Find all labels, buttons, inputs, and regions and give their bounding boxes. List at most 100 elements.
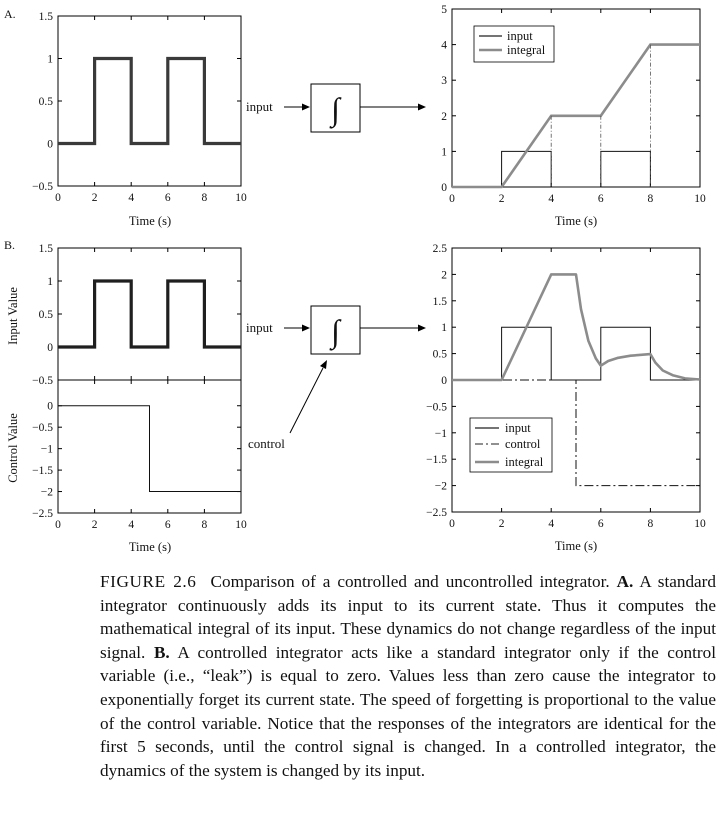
ylabel-b-input: Input Value <box>6 287 20 345</box>
block-b-out-arrowhead <box>418 324 426 332</box>
y-tick-label: 2 <box>441 111 447 123</box>
axes-b-input <box>57 247 242 381</box>
y-tick-label: −2 <box>435 481 447 493</box>
legend-b: input control integral <box>469 417 553 473</box>
caption-text-2: A standard integrator continuously adds … <box>100 572 716 662</box>
caption-bold-b: B. <box>153 642 170 662</box>
y-tick-label: −0.5 <box>426 401 447 413</box>
y-tick-label: −1 <box>435 428 447 440</box>
y-tick-label: −2.5 <box>426 507 447 519</box>
xlabel-a-output: Time (s) <box>555 214 597 228</box>
x-tick-label: 2 <box>92 519 98 531</box>
y-tick-label: 1 <box>441 146 447 158</box>
axes-b-control <box>57 379 242 514</box>
series-a-output-integral-line <box>452 43 700 189</box>
curve-layer <box>58 43 701 492</box>
integral-symbol-b: ∫ <box>329 313 342 351</box>
block-b-box <box>310 305 361 355</box>
series-b-output-input-line <box>452 326 700 381</box>
y-tick-label: 0.5 <box>39 96 54 108</box>
integrator-block-b: input ∫ control <box>246 305 426 451</box>
x-tick-label: 8 <box>202 192 208 204</box>
x-tick-label: 8 <box>648 518 654 530</box>
y-tick-label: 2.5 <box>433 243 448 255</box>
x-tick-label: 6 <box>598 518 604 530</box>
block-b-control-label: control <box>248 436 285 451</box>
legend-a-input-label: input <box>507 29 533 43</box>
y-tick-label: −0.5 <box>32 375 53 387</box>
x-tick-label: 2 <box>92 192 98 204</box>
x-tick-label: 2 <box>499 518 505 530</box>
x-tick-label: 10 <box>694 518 706 530</box>
xlabel-b-control: Time (s) <box>129 540 171 554</box>
series-a-input-line <box>58 56 241 146</box>
x-tick-label: 0 <box>55 519 61 531</box>
y-tick-label: −1 <box>41 444 53 456</box>
y-tick-label: 1 <box>47 54 53 66</box>
x-tick-label: 0 <box>449 193 455 205</box>
panel-label-a: A. <box>4 7 16 21</box>
x-tick-label: 4 <box>548 518 554 530</box>
block-a-in-arrowhead <box>302 103 310 111</box>
y-tick-label: 1.5 <box>39 243 54 255</box>
x-tick-label: 4 <box>548 193 554 205</box>
xlabel-a-input: Time (s) <box>129 214 171 228</box>
y-tick-label: −0.5 <box>32 181 53 193</box>
ylabel-b-control: Control Value <box>6 413 20 483</box>
caption-figure-label: FIGURE 2.6 <box>100 572 197 591</box>
series-b-control-line <box>58 405 241 492</box>
y-tick-label: −2 <box>41 487 53 499</box>
y-tick-label: −1.5 <box>426 454 447 466</box>
legend-b-input-label: input <box>505 421 531 435</box>
axes-a-input <box>57 15 242 187</box>
x-tick-label: 8 <box>648 193 654 205</box>
tick-layer: 0 2 4 6 8 101.510.50−0.50 2 4 6 8 105432101.510.50… <box>32 4 706 531</box>
x-tick-label: 2 <box>499 193 505 205</box>
control-arrow <box>289 367 324 434</box>
x-tick-label: 8 <box>202 519 208 531</box>
x-tick-label: 4 <box>128 192 134 204</box>
y-tick-label: −0.5 <box>32 422 53 434</box>
caption-text-1: Comparison of a controlled and uncontrol… <box>210 572 617 591</box>
figure-caption: FIGURE 2.6 Comparison of a controlled and… <box>100 570 716 782</box>
series-b-output-control-line <box>452 379 700 487</box>
y-tick-label: −1.5 <box>32 465 53 477</box>
y-tick-label: 1 <box>47 276 53 288</box>
block-a-box <box>310 83 361 133</box>
x-tick-label: 10 <box>235 519 247 531</box>
legend-a-integral-label: integral <box>507 43 546 57</box>
integrator-block-a: input ∫ <box>246 83 426 133</box>
legend-b-control-label: control <box>505 437 541 451</box>
y-tick-label: 0.5 <box>433 349 448 361</box>
y-tick-label: 1 <box>441 322 447 334</box>
x-tick-label: 6 <box>598 193 604 205</box>
x-tick-label: 10 <box>235 192 247 204</box>
y-tick-label: 1.5 <box>433 296 448 308</box>
block-b-in-arrowhead <box>302 324 310 332</box>
y-tick-label: 0 <box>441 182 447 194</box>
x-tick-label: 6 <box>165 192 171 204</box>
y-tick-label: 0 <box>441 375 447 387</box>
xlabel-b-output: Time (s) <box>555 539 597 553</box>
y-tick-label: 3 <box>441 75 447 87</box>
x-tick-label: 0 <box>449 518 455 530</box>
block-a-input-label: input <box>246 99 273 114</box>
x-tick-label: 6 <box>165 519 171 531</box>
block-a-out-arrowhead <box>418 103 426 111</box>
control-arrowhead <box>320 360 327 369</box>
y-tick-label: 2 <box>441 269 447 281</box>
x-tick-label: 0 <box>55 192 61 204</box>
series-b-output-integral-line <box>452 273 701 382</box>
y-tick-label: 1.5 <box>39 11 54 23</box>
y-tick-label: 0 <box>47 401 53 413</box>
y-tick-label: 5 <box>441 4 447 16</box>
series-b-input-line <box>58 279 241 349</box>
legend-a-box <box>473 25 555 63</box>
y-tick-label: 0 <box>47 139 53 151</box>
figure-canvas: A. B. Time (s) Time (s) Time (s) Time (s… <box>4 4 706 554</box>
y-tick-label: 0 <box>47 342 53 354</box>
x-tick-label: 10 <box>694 193 706 205</box>
caption-text-3: A controlled integrator acts like a stan… <box>100 642 716 780</box>
legend-b-integral-label: integral <box>505 455 544 469</box>
y-tick-label: −2.5 <box>32 508 53 520</box>
